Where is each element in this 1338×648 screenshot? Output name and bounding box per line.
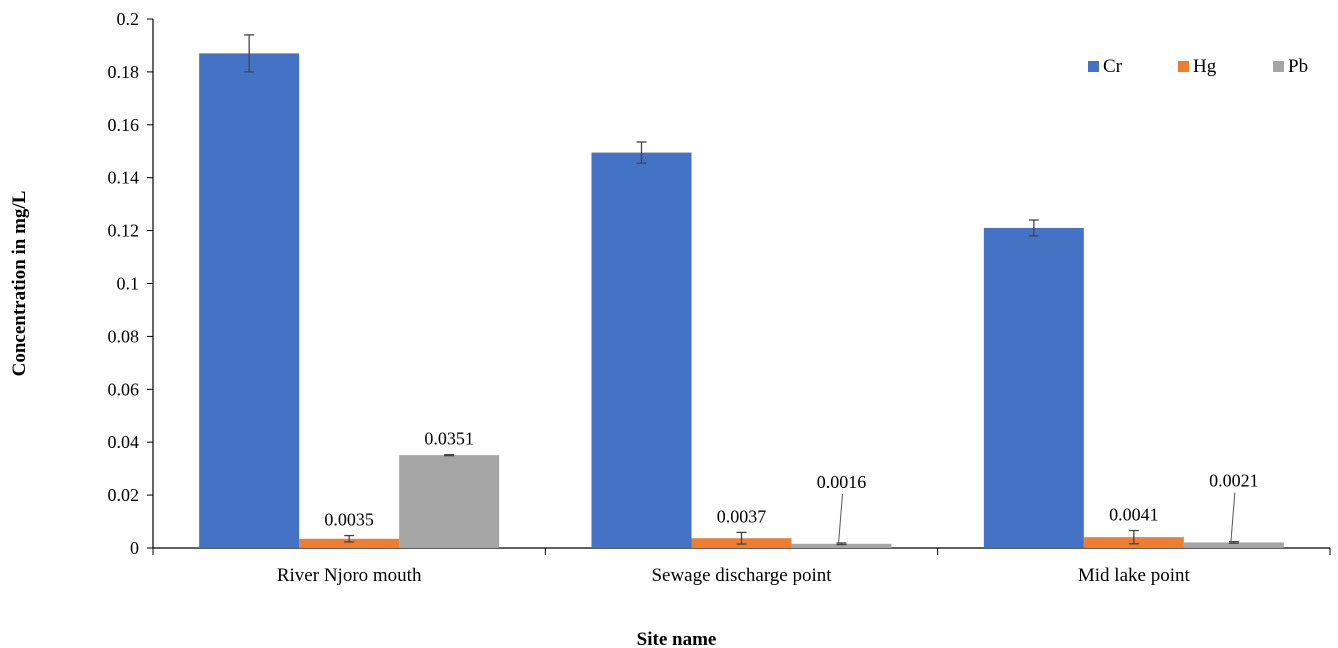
- bar-pb: [399, 455, 500, 548]
- y-tick-label: 0.16: [108, 115, 140, 135]
- data-label-pb: 0.0351: [424, 429, 474, 449]
- x-category-label: Mid lake point: [1078, 565, 1191, 586]
- bars-layer: [199, 34, 1284, 548]
- legend-swatch-hg: [1178, 61, 1189, 72]
- data-label-pb: 0.0021: [1209, 471, 1259, 491]
- bar-cr: [199, 53, 300, 548]
- y-tick-label: 0.2: [117, 9, 140, 29]
- legend-label-pb: Pb: [1288, 56, 1308, 77]
- y-tick-label: 0.18: [108, 62, 140, 82]
- y-tick-label: 0.02: [108, 485, 140, 505]
- data-label-hg: 0.0041: [1109, 505, 1159, 525]
- y-axis-title: Concentration in mg/L: [9, 191, 30, 377]
- bar-cr: [591, 152, 692, 548]
- legend-swatch-pb: [1273, 61, 1284, 72]
- legend-label-hg: Hg: [1193, 56, 1217, 77]
- bar-cr: [983, 227, 1084, 548]
- y-tick-label: 0.04: [108, 432, 140, 452]
- y-tick-label: 0.12: [108, 221, 140, 241]
- data-label-hg: 0.0035: [324, 510, 374, 530]
- data-labels-layer: 0.0035 0.0037 0.0041 0.0351 0.0016 0.0021: [324, 429, 1259, 545]
- leader-line: [838, 493, 843, 545]
- y-tick-label: 0.08: [108, 326, 140, 346]
- legend-label-cr: Cr: [1103, 56, 1123, 77]
- bar-hg: [299, 538, 400, 548]
- legend: Cr Hg Pb: [1088, 56, 1308, 77]
- y-tick-label: 0.14: [108, 168, 140, 188]
- x-category-label: River Njoro mouth: [277, 565, 422, 586]
- leader-line: [1230, 492, 1236, 543]
- x-category-label: Sewage discharge point: [651, 565, 832, 586]
- y-tick-label: 0.06: [108, 379, 140, 399]
- y-tick-label: 0.1: [117, 274, 140, 294]
- data-label-pb: 0.0016: [817, 472, 867, 492]
- x-axis-title: Site name: [637, 629, 717, 648]
- bar-pb: [791, 543, 892, 548]
- data-label-hg: 0.0037: [717, 506, 767, 526]
- y-tick-label: 0: [130, 538, 139, 558]
- bar-pb: [1183, 542, 1284, 548]
- legend-swatch-cr: [1088, 61, 1099, 72]
- y-axis-title-group: Concentration in mg/L Site name: [9, 191, 716, 648]
